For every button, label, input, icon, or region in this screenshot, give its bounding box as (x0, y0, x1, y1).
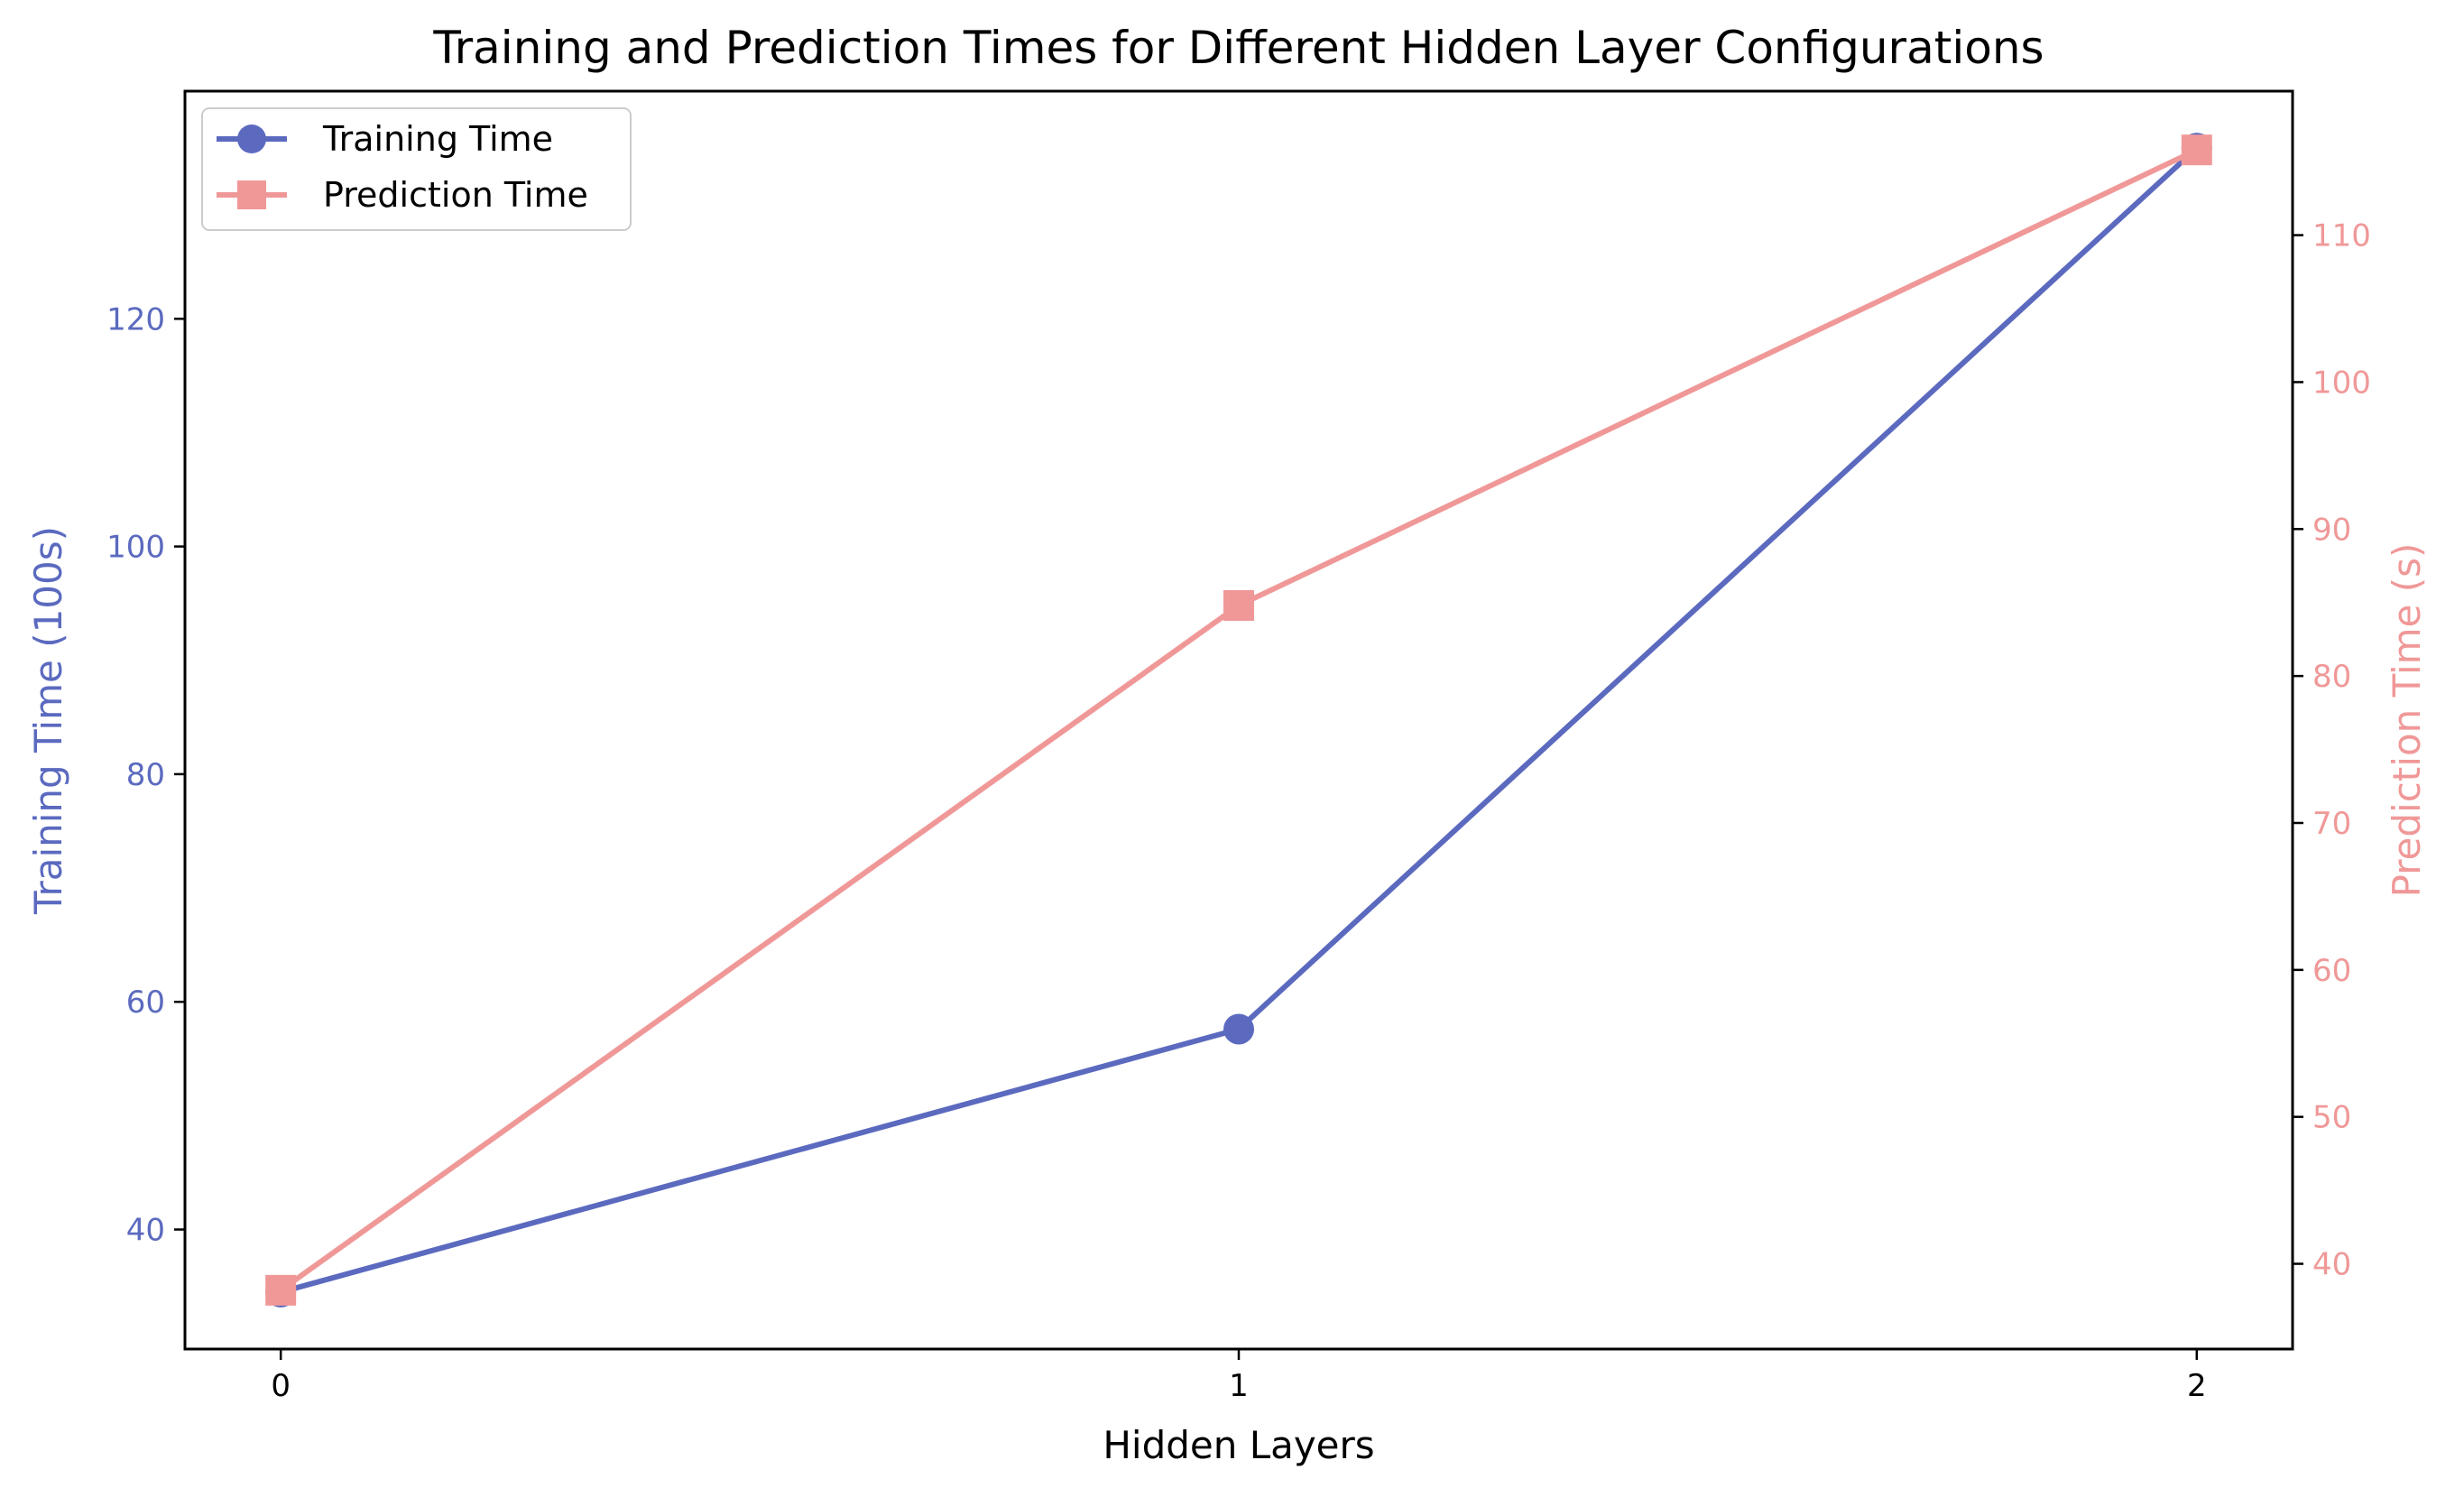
x-tick-label: 0 (271, 1368, 291, 1404)
x-axis: 0 1 2 (271, 1349, 2207, 1404)
y-right-tick-label: 50 (2312, 1100, 2351, 1136)
data-point-prediction (2181, 134, 2212, 166)
x-axis-label: Hidden Layers (1103, 1423, 1374, 1467)
y-left-tick-label: 120 (106, 301, 165, 337)
y-left-tick-label: 80 (126, 757, 165, 793)
y-right-tick-label: 100 (2312, 365, 2371, 401)
y-axis-left-label: Training Time (100s) (26, 526, 70, 915)
series-lines (279, 145, 2199, 1295)
legend-marker-square (237, 180, 266, 209)
legend-entry-prediction: Prediction Time (217, 175, 588, 215)
plot-frame (183, 89, 2294, 1351)
y-right-tick-label: 60 (2312, 953, 2351, 989)
y-axis-left: 40 60 80 100 120 (106, 301, 185, 1249)
chart-title: Training and Prediction Times for Differ… (432, 22, 2044, 74)
x-tick-label: 1 (1229, 1368, 1249, 1404)
legend-entry-training: Training Time (217, 119, 553, 159)
y-axis-right-label: Prediction Time (s) (2385, 543, 2429, 898)
legend-label-training: Training Time (322, 119, 553, 159)
y-right-tick-label: 90 (2312, 512, 2351, 548)
y-axis-right: 40 50 60 70 80 90 100 110 (2293, 218, 2371, 1283)
y-right-tick-label: 40 (2312, 1247, 2351, 1283)
legend-marker-circle (237, 125, 266, 153)
y-left-tick-label: 100 (106, 530, 165, 566)
y-right-tick-label: 110 (2312, 218, 2371, 254)
y-left-tick-label: 40 (126, 1213, 165, 1249)
x-tick-label: 2 (2187, 1368, 2207, 1404)
legend: Training Time Prediction Time (201, 107, 632, 231)
y-left-tick-label: 60 (126, 984, 165, 1021)
legend-box (201, 107, 632, 231)
data-point-training (1223, 1013, 1254, 1045)
y-right-tick-label: 70 (2312, 806, 2351, 842)
series-line-prediction (279, 147, 2199, 1293)
legend-label-prediction: Prediction Time (323, 175, 588, 215)
plot-area (183, 89, 2294, 1351)
data-point-prediction (1223, 589, 1254, 621)
data-point-prediction (265, 1274, 297, 1306)
series-markers (265, 133, 2212, 1308)
y-right-tick-label: 80 (2312, 659, 2351, 695)
series-line-training (280, 145, 2199, 1295)
